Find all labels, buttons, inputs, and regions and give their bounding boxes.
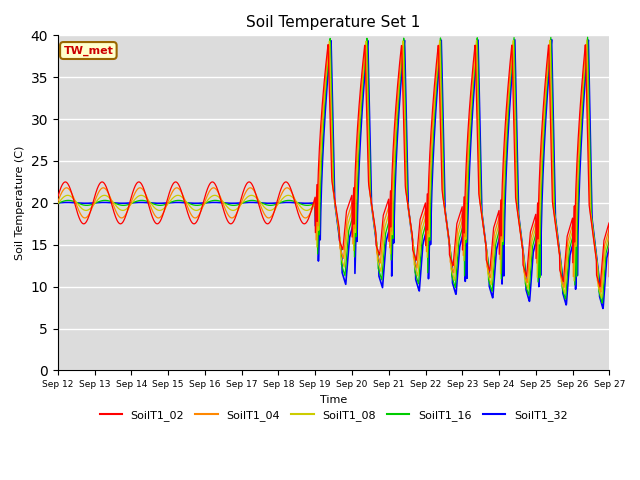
Line: SoilT1_08: SoilT1_08	[58, 40, 609, 298]
SoilT1_32	[548, 36, 556, 42]
SoilT1_04	[349, 224, 357, 229]
SoilT1_08	[605, 231, 613, 237]
SoilT1_02	[572, 179, 580, 185]
SoilT1_04	[597, 289, 605, 295]
Line: SoilT1_16: SoilT1_16	[58, 37, 609, 303]
Line: SoilT1_32: SoilT1_32	[58, 39, 609, 309]
SoilT1_16	[584, 35, 591, 40]
Text: TW_met: TW_met	[63, 46, 113, 56]
SoilT1_08	[362, 46, 369, 52]
SoilT1_32	[494, 242, 502, 248]
SoilT1_08	[208, 193, 216, 199]
SoilT1_16	[362, 52, 369, 58]
SoilT1_04	[605, 226, 613, 231]
SoilT1_16	[54, 201, 61, 206]
X-axis label: Time: Time	[320, 395, 348, 405]
SoilT1_02	[605, 274, 613, 279]
SoilT1_16	[605, 238, 613, 243]
SoilT1_32	[599, 306, 607, 312]
SoilT1_04	[362, 43, 369, 48]
SoilT1_08	[557, 259, 564, 264]
SoilT1_02	[54, 194, 61, 200]
SoilT1_16	[598, 300, 606, 306]
Line: SoilT1_02: SoilT1_02	[58, 45, 609, 287]
SoilT1_16	[494, 233, 502, 239]
SoilT1_32	[362, 64, 369, 70]
Y-axis label: Soil Temperature (C): Soil Temperature (C)	[15, 146, 25, 260]
SoilT1_04	[572, 215, 580, 220]
SoilT1_02	[208, 179, 216, 185]
SoilT1_02	[596, 284, 604, 290]
SoilT1_08	[583, 37, 591, 43]
SoilT1_32	[557, 259, 564, 265]
SoilT1_08	[572, 207, 580, 213]
SoilT1_32	[349, 221, 357, 227]
SoilT1_02	[557, 270, 564, 276]
SoilT1_04	[582, 42, 590, 48]
SoilT1_08	[598, 295, 605, 300]
SoilT1_32	[208, 200, 216, 205]
SoilT1_08	[349, 204, 357, 209]
SoilT1_16	[557, 258, 564, 264]
SoilT1_04	[54, 199, 61, 204]
Line: SoilT1_04: SoilT1_04	[58, 45, 609, 292]
SoilT1_02	[350, 185, 358, 191]
Legend: SoilT1_02, SoilT1_04, SoilT1_08, SoilT1_16, SoilT1_32: SoilT1_02, SoilT1_04, SoilT1_08, SoilT1_…	[95, 406, 572, 425]
SoilT1_02	[324, 42, 332, 48]
SoilT1_08	[54, 201, 61, 206]
SoilT1_02	[362, 72, 369, 77]
SoilT1_04	[557, 273, 564, 279]
SoilT1_32	[605, 245, 613, 251]
SoilT1_32	[54, 200, 61, 206]
Title: Soil Temperature Set 1: Soil Temperature Set 1	[246, 15, 420, 30]
SoilT1_16	[572, 240, 580, 246]
SoilT1_04	[494, 219, 502, 225]
SoilT1_04	[208, 186, 216, 192]
SoilT1_02	[494, 211, 502, 216]
SoilT1_32	[572, 265, 580, 271]
SoilT1_08	[494, 226, 502, 232]
SoilT1_16	[208, 198, 216, 204]
SoilT1_16	[349, 212, 357, 217]
